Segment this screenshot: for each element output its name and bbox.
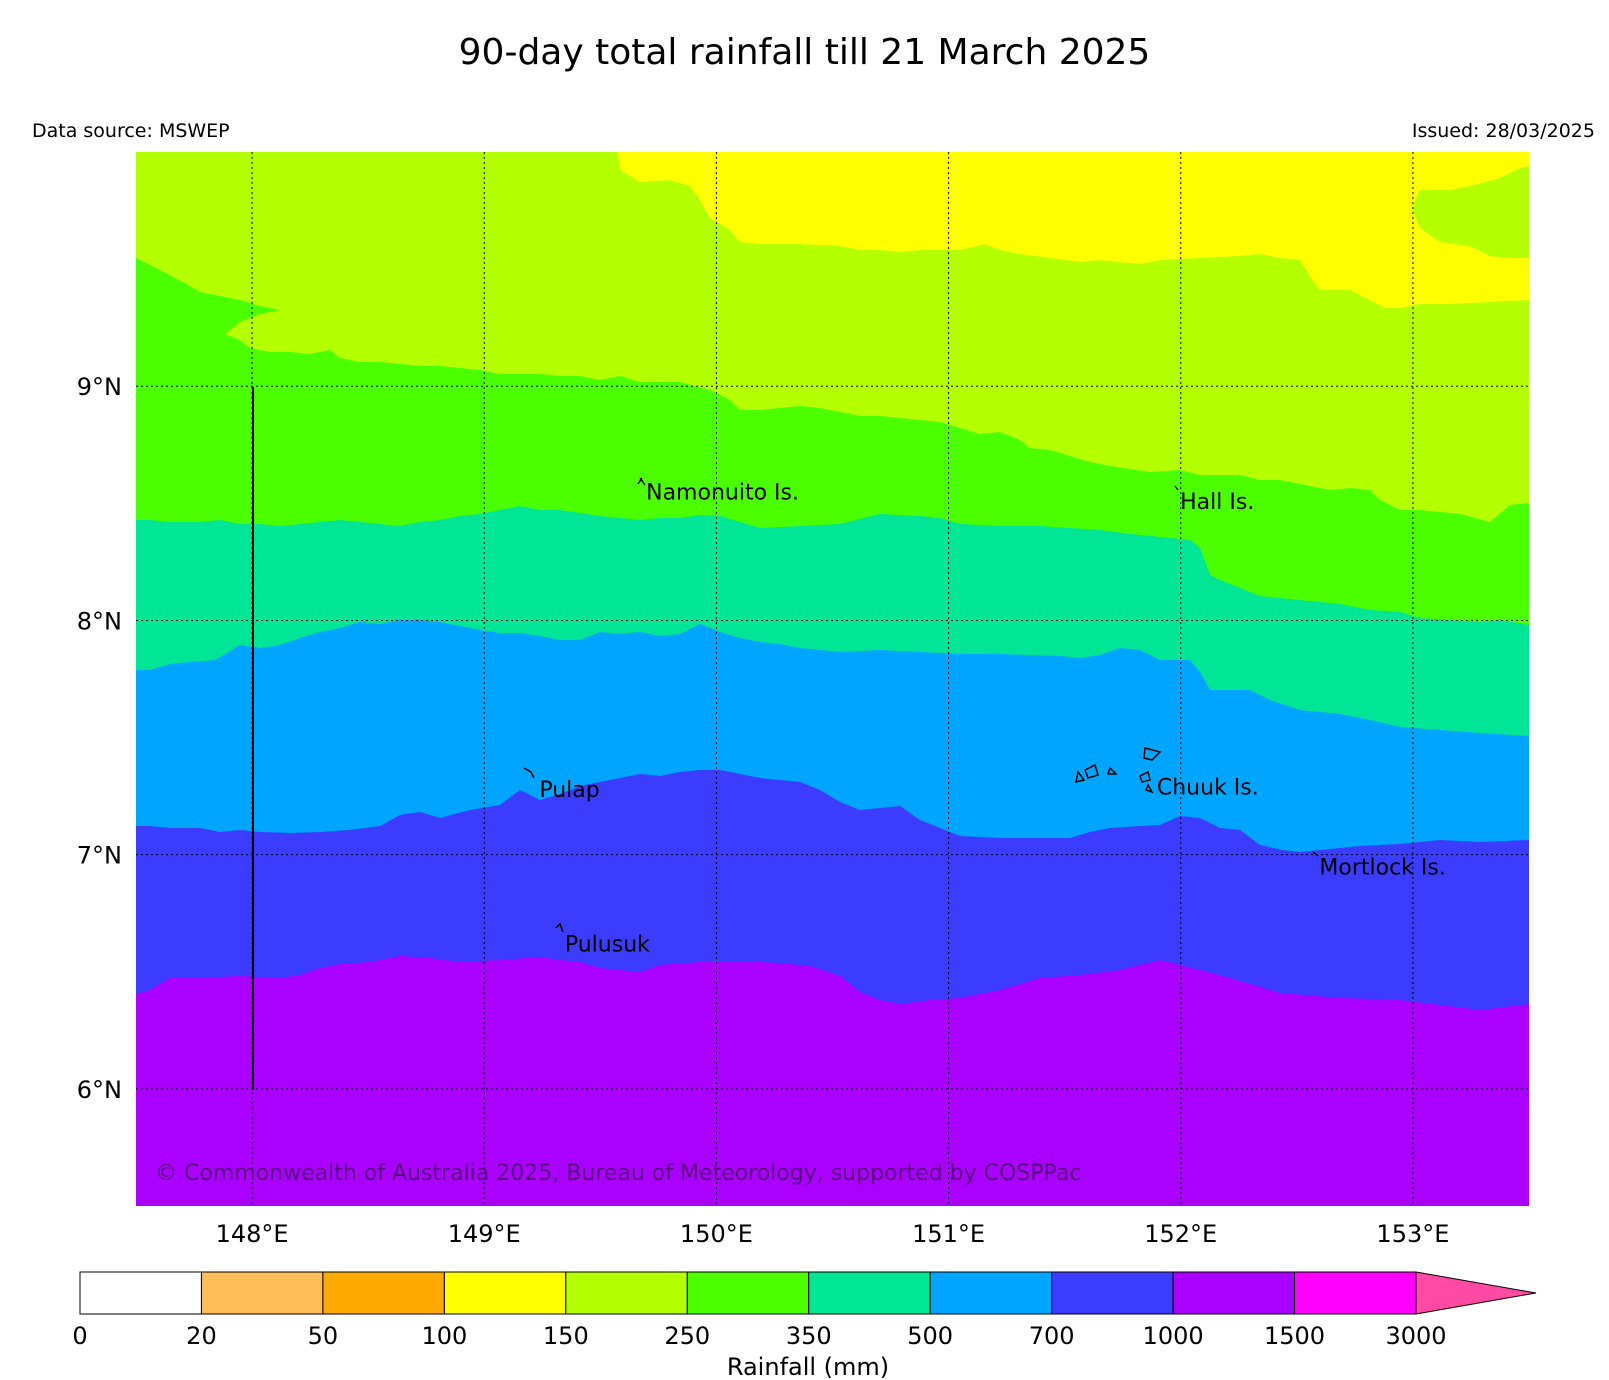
copyright-notice: © Commonwealth of Australia 2025, Bureau… (155, 1161, 1081, 1186)
lat-tick-label: 7°N (77, 842, 122, 870)
colorbar-tick-label: 1000 (1143, 1322, 1204, 1350)
place-label: Namonuito Is. (646, 481, 799, 506)
colorbar-segment (1294, 1271, 1417, 1315)
lon-tick-label: 152°E (1144, 1220, 1217, 1248)
lon-tick-label: 149°E (448, 1220, 521, 1248)
mortlock-outline (1312, 851, 1319, 857)
place-label: Chuuk Is. (1157, 776, 1259, 801)
colorbar-segment (1172, 1271, 1296, 1315)
colorbar-tick-label: 500 (907, 1322, 953, 1350)
lon-tick-label: 150°E (680, 1220, 753, 1248)
pulap-outline (523, 767, 535, 779)
place-label: Hall Is. (1180, 490, 1254, 515)
issued-date-label: Issued: 28/03/2025 (1411, 120, 1595, 142)
place-label: Pulusuk (565, 933, 650, 958)
colorbar-tick-label: 100 (421, 1322, 467, 1350)
hall-outline (1174, 485, 1179, 491)
colorbar-tick-label: 150 (543, 1322, 589, 1350)
lon-tick-label: 153°E (1376, 1220, 1449, 1248)
colorbar-segment (1051, 1271, 1174, 1315)
lon-tick-label: 151°E (912, 1220, 985, 1248)
colorbar-tick-label: 1500 (1264, 1322, 1325, 1350)
colorbar-segment (929, 1271, 1053, 1315)
colorbar: 0 20 50 100 150 250 350 500 700 1000 1500 3000 (72, 1271, 1537, 1350)
colorbar-segment (443, 1271, 567, 1315)
band-100-150 (617, 152, 1529, 308)
chart-title: 90-day total rainfall till 21 March 2025 (458, 32, 1151, 73)
lon-tick-label: 148°E (216, 1220, 289, 1248)
colorbar-extend-arrow (1415, 1271, 1537, 1315)
lat-tick-label: 6°N (77, 1076, 122, 1104)
colorbar-title: Rainfall (mm) (727, 1353, 889, 1380)
colorbar-tick-label: 700 (1029, 1322, 1075, 1350)
place-label: Mortlock Is. (1319, 855, 1445, 880)
data-source-label: Data source: MSWEP (32, 120, 230, 142)
colorbar-segment (686, 1271, 810, 1315)
colorbar-segment (79, 1271, 202, 1315)
place-label: Pulap (539, 778, 599, 803)
lat-tick-label: 9°N (77, 373, 122, 401)
colorbar-segment (565, 1271, 688, 1315)
colorbar-tick-label: 3000 (1385, 1322, 1446, 1350)
colorbar-segment (808, 1271, 931, 1315)
island-outlines (252, 387, 1319, 1090)
chuuk-islands-outline (1075, 747, 1162, 794)
namonuito-outline (637, 477, 646, 486)
lat-tick-label: 8°N (77, 607, 122, 635)
colorbar-tick-label: 350 (786, 1322, 832, 1350)
place-labels: Namonuito Is. Hall Is. Pulap Chuuk Is. Mortl… (539, 481, 1446, 958)
axis-labels: 6°N 7°N 8°N 9°N 148°E 149°E 150°E 151°E 152°E 153… (77, 373, 1450, 1248)
colorbar-segment (322, 1271, 445, 1315)
colorbar-tick-label: 250 (664, 1322, 710, 1350)
rainfall-bands (136, 152, 1529, 1206)
colorbar-tick-label: 0 (72, 1322, 87, 1350)
colorbar-tick-label: 20 (186, 1322, 217, 1350)
pulusuk-outline (555, 922, 564, 933)
colorbar-tick-label: 50 (308, 1322, 339, 1350)
colorbar-segment (200, 1271, 324, 1315)
